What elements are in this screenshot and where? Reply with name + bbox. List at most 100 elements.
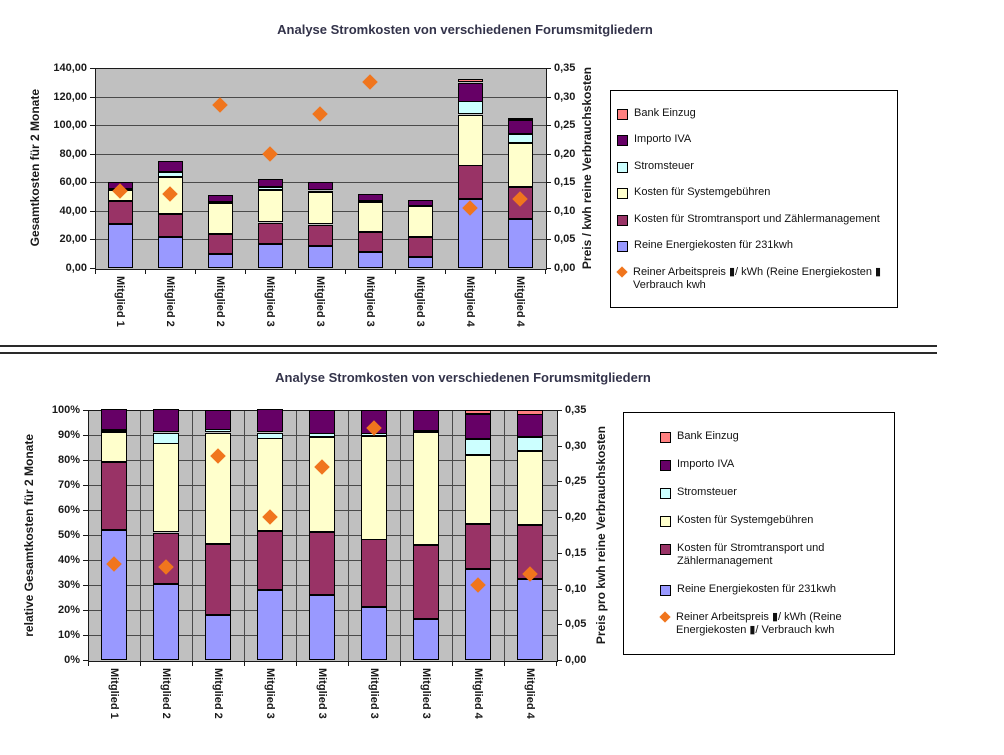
bar-segment[interactable] [413, 619, 439, 660]
bar-segment[interactable] [308, 225, 333, 246]
bar-segment[interactable] [258, 190, 283, 222]
legend-item[interactable]: Kosten für Systemgebühren [617, 186, 895, 199]
bar-segment[interactable] [508, 120, 533, 134]
bar-segment[interactable] [361, 539, 387, 607]
legend-item[interactable]: Kosten für Systemgebühren [660, 514, 892, 527]
bar-segment[interactable] [358, 201, 383, 232]
bar-segment[interactable] [309, 532, 335, 595]
bar-segment[interactable] [361, 436, 387, 540]
bar-segment[interactable] [517, 579, 543, 660]
bar-segment[interactable] [101, 432, 127, 462]
bar-segment[interactable] [458, 101, 483, 114]
bar-segment[interactable] [361, 607, 387, 660]
bar-segment[interactable] [205, 544, 231, 615]
bar-segment[interactable] [208, 254, 233, 268]
y2-axis-tick [557, 553, 562, 554]
legend-item[interactable]: Kosten für Stromtransport und Zählermana… [660, 542, 892, 568]
bar-segment[interactable] [508, 118, 533, 120]
legend[interactable]: Bank Einzug Importo IVA Stromsteuer Kosten … [623, 412, 895, 655]
bar-segment[interactable] [408, 206, 433, 237]
bar-segment[interactable] [517, 410, 543, 415]
bar-segment[interactable] [413, 545, 439, 619]
bar-segment[interactable] [465, 414, 491, 439]
bar-segment[interactable] [308, 246, 333, 268]
bar-segment[interactable] [308, 182, 333, 190]
bar-segment[interactable] [205, 615, 231, 660]
bar-segment[interactable] [208, 195, 233, 202]
bar-segment[interactable] [257, 590, 283, 660]
legend-item[interactable]: Reine Energiekosten für 231kwh [617, 239, 895, 252]
bar-segment[interactable] [517, 451, 543, 525]
bar-segment[interactable] [257, 409, 283, 432]
bar-segment[interactable] [458, 199, 483, 268]
legend-item[interactable]: Stromsteuer [617, 160, 895, 173]
legend-item[interactable]: Stromsteuer [660, 486, 892, 499]
bar-segment[interactable] [153, 409, 179, 432]
bar-segment[interactable] [101, 430, 127, 432]
y-tick-label: 0,00 [65, 262, 87, 274]
bar-segment[interactable] [208, 234, 233, 254]
legend-item[interactable]: Reiner Arbeitspreis ▮/ kWh (Reine Energi… [659, 611, 892, 637]
electricity-cost-chart-relative[interactable]: Analyse Stromkosten von verschiedenen Fo… [0, 358, 1004, 755]
bar-segment[interactable] [508, 143, 533, 187]
bar-segment[interactable] [358, 252, 383, 268]
bar-segment[interactable] [358, 201, 383, 203]
legend-item[interactable]: Importo IVA [660, 458, 892, 471]
bar-segment[interactable] [258, 223, 283, 244]
bar-segment[interactable] [408, 257, 433, 268]
legend-item[interactable]: Reine Energiekosten für 231kwh [660, 583, 892, 596]
bar-segment[interactable] [153, 584, 179, 660]
bar-segment[interactable] [508, 219, 533, 268]
bar-segment[interactable] [413, 410, 439, 431]
bar-segment[interactable] [101, 530, 127, 660]
legend-item[interactable]: Importo IVA [617, 133, 895, 146]
bar-segment[interactable] [153, 443, 179, 532]
bar-segment[interactable] [465, 410, 491, 414]
bar-segment[interactable] [101, 462, 127, 530]
bar-segment[interactable] [257, 531, 283, 590]
bar-segment[interactable] [258, 187, 283, 190]
bar-segment[interactable] [205, 410, 231, 430]
bar-segment[interactable] [508, 134, 533, 143]
legend-item[interactable]: Bank Einzug [660, 430, 892, 443]
bar-segment[interactable] [458, 165, 483, 199]
bar-segment[interactable] [358, 232, 383, 252]
bar-segment[interactable] [158, 214, 183, 237]
electricity-cost-chart-absolute[interactable]: Analyse Stromkosten von verschiedenen Fo… [0, 0, 1004, 350]
legend-item[interactable]: Reiner Arbeitspreis ▮/ kWh (Reine Energi… [616, 266, 895, 292]
bar-segment[interactable] [257, 433, 283, 439]
bar-segment[interactable] [309, 595, 335, 660]
bar-segment[interactable] [108, 201, 133, 224]
bar-segment[interactable] [358, 194, 383, 201]
bar-segment[interactable] [517, 437, 543, 451]
bar-segment[interactable] [465, 455, 491, 524]
bar-segment[interactable] [458, 79, 483, 82]
bar-segment[interactable] [258, 179, 283, 187]
bar-segment[interactable] [101, 409, 127, 430]
bar-segment[interactable] [465, 524, 491, 569]
bar-segment[interactable] [158, 172, 183, 177]
bar-segment[interactable] [309, 410, 335, 434]
legend-item[interactable]: Kosten für Stromtransport und Zählermana… [617, 213, 895, 226]
bar-segment[interactable] [458, 115, 483, 166]
legend-item[interactable]: Bank Einzug [617, 107, 895, 120]
bar-segment[interactable] [308, 191, 333, 224]
bar-segment[interactable] [408, 237, 433, 257]
bar-segment[interactable] [309, 437, 335, 532]
bar-segment[interactable] [153, 433, 179, 444]
bar-segment[interactable] [158, 237, 183, 268]
bar-segment[interactable] [153, 533, 179, 584]
bar-segment[interactable] [208, 202, 233, 204]
bar-segment[interactable] [308, 191, 333, 193]
bar-segment[interactable] [408, 200, 433, 206]
bar-segment[interactable] [158, 161, 183, 172]
bar-segment[interactable] [465, 439, 491, 455]
bar-segment[interactable] [258, 244, 283, 268]
bar-segment[interactable] [108, 224, 133, 268]
bar-segment[interactable] [413, 432, 439, 545]
bar-segment[interactable] [517, 414, 543, 437]
legend[interactable]: Bank Einzug Importo IVA Stromsteuer Kosten … [610, 90, 898, 308]
category-label: Mitglied 3 [420, 668, 432, 719]
bar-segment[interactable] [458, 83, 483, 102]
bar-segment[interactable] [208, 203, 233, 234]
